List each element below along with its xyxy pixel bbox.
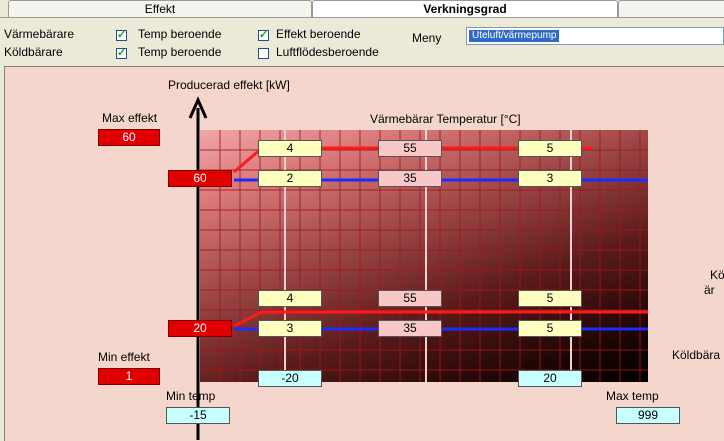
kb-row-label: Köldbärare <box>4 45 63 59</box>
lower-bottom-left[interactable]: 3 <box>258 320 322 337</box>
kb-luft-dep-checkbox[interactable] <box>258 48 269 59</box>
kb-luft-dep-label: Luftflödesberoende <box>276 45 379 59</box>
lower-bottom-right[interactable]: 5 <box>518 320 582 337</box>
y-axis-arrow <box>188 96 208 440</box>
upper-top-left[interactable]: 4 <box>258 140 322 157</box>
right-text-1: Kö <box>710 268 724 282</box>
vb-effekt-dep-label: Effekt beroende <box>276 27 361 41</box>
lower-top-left[interactable]: 4 <box>258 290 322 307</box>
upper-bottom-right[interactable]: 3 <box>518 170 582 187</box>
plot-grid <box>200 130 648 382</box>
tab-effekt[interactable]: Effekt <box>8 0 312 18</box>
plot-area <box>200 130 648 382</box>
upper-effekt-input[interactable]: 60 <box>168 170 232 187</box>
min-effekt-label: Min effekt <box>98 350 150 364</box>
meny-selected-value: Uteluft/värmepump <box>469 30 560 42</box>
upper-bottom-mid[interactable]: 35 <box>378 170 442 187</box>
max-temp-input[interactable]: 999 <box>616 407 680 424</box>
max-effekt-input[interactable]: 60 <box>98 129 160 146</box>
min-temp-label: Min temp <box>166 389 216 403</box>
y-axis-label: Producerad effekt [kW] <box>168 78 290 92</box>
upper-bottom-left[interactable]: 2 <box>258 170 322 187</box>
meny-label: Meny <box>412 31 442 45</box>
upper-top-right[interactable]: 5 <box>518 140 582 157</box>
vb-effekt-dep-checkbox[interactable] <box>258 28 269 41</box>
lower-top-mid[interactable]: 55 <box>378 290 442 307</box>
kb-temp-right-input[interactable]: 20 <box>518 370 582 387</box>
right-text-2: är <box>704 283 715 297</box>
min-temp-input[interactable]: -15 <box>166 407 230 424</box>
upper-top-mid[interactable]: 55 <box>378 140 442 157</box>
tab-verkningsgrad[interactable]: Verkningsgrad <box>312 0 618 18</box>
kb-temp-left-input[interactable]: -20 <box>258 370 322 387</box>
vb-temp-dep-label: Temp beroende <box>138 27 222 41</box>
lower-effekt-input[interactable]: 20 <box>168 320 232 337</box>
tab-extra[interactable] <box>618 0 724 18</box>
vb-row-label: Värmebärare <box>4 27 75 41</box>
max-effekt-label: Max effekt <box>102 111 158 125</box>
meny-select[interactable]: Uteluft/värmepump <box>466 27 724 45</box>
kb-temp-dep-checkbox[interactable] <box>116 46 127 59</box>
min-effekt-input[interactable]: 1 <box>98 368 160 385</box>
vb-temp-dep-checkbox[interactable] <box>116 28 127 41</box>
max-temp-label: Max temp <box>606 389 659 403</box>
x-axis-title: Värmebärar Temperatur [°C] <box>370 112 521 126</box>
lower-top-right[interactable]: 5 <box>518 290 582 307</box>
right-text-3: Köldbära <box>672 348 721 362</box>
kb-temp-dep-label: Temp beroende <box>138 45 222 59</box>
lower-bottom-mid[interactable]: 35 <box>378 320 442 337</box>
tab-divider <box>0 17 724 18</box>
